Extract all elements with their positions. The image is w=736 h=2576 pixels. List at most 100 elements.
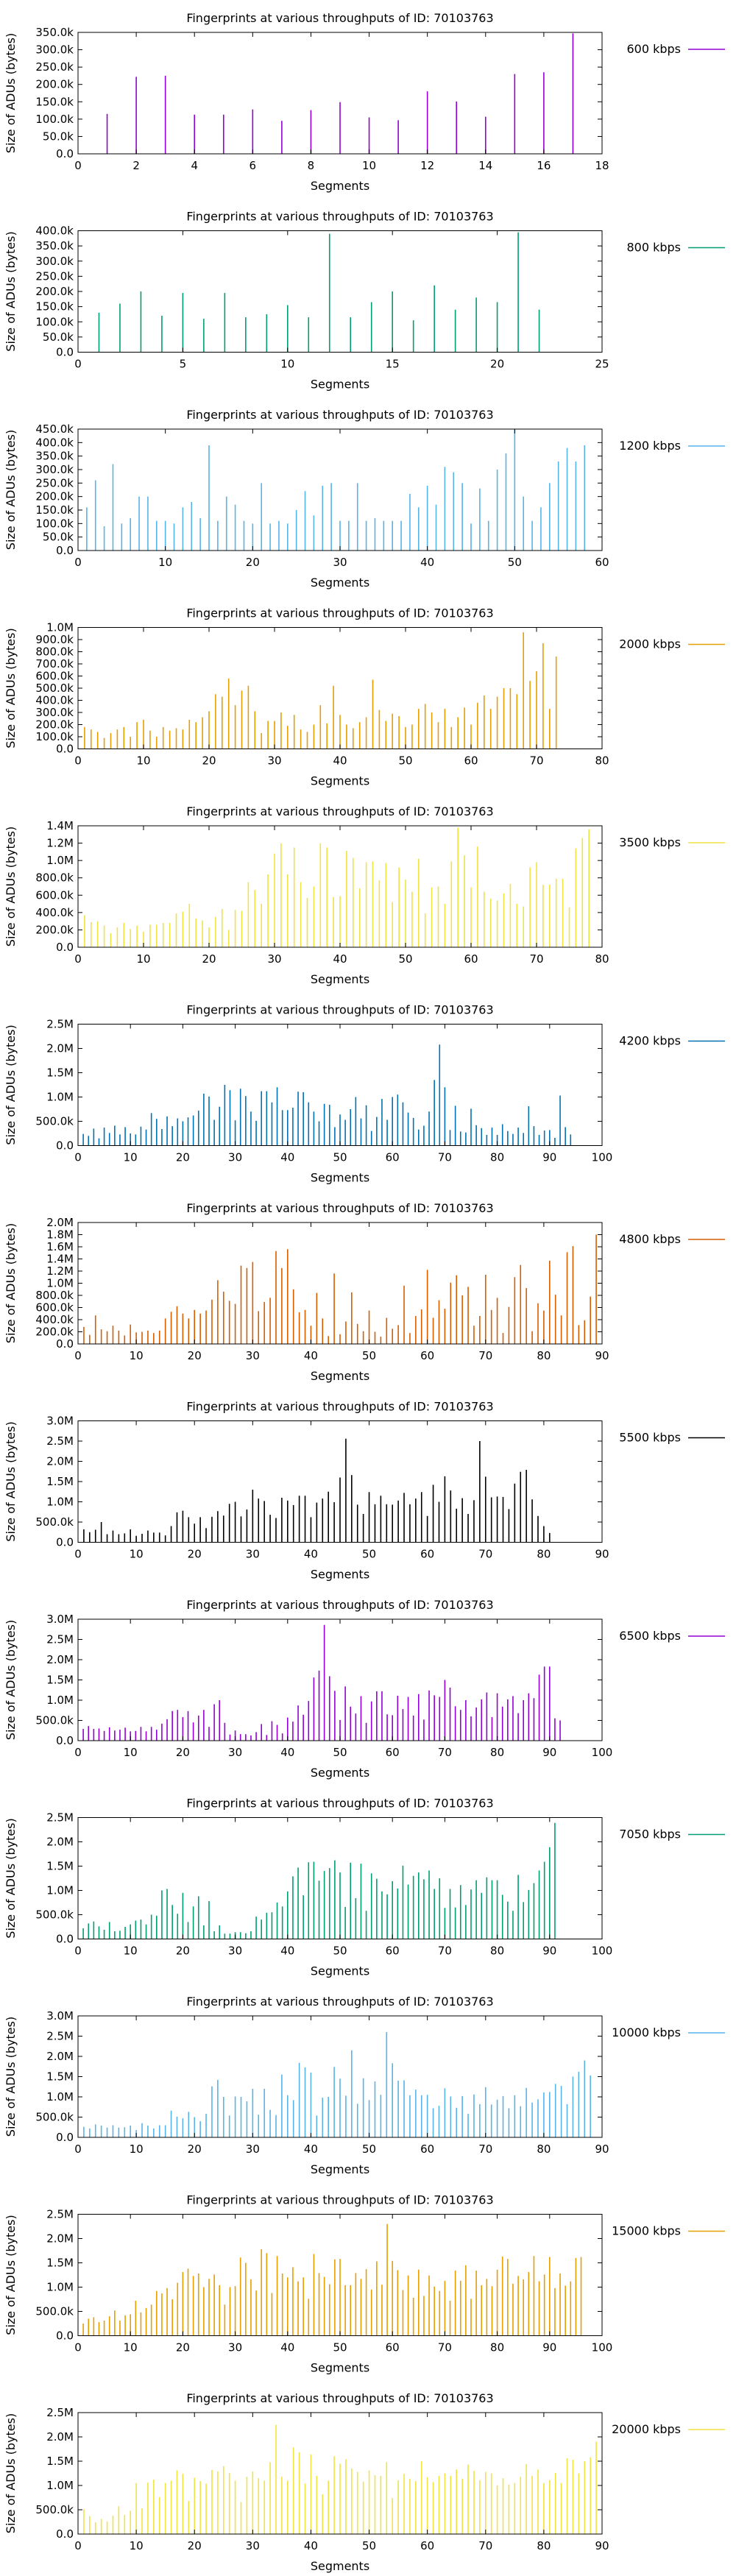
y-tick-label: 800.0k bbox=[35, 1289, 74, 1302]
chart-title: Fingerprints at various throughputs of I… bbox=[186, 606, 493, 620]
x-tick-label: 10 bbox=[136, 952, 150, 966]
chart-title: Fingerprints at various throughputs of I… bbox=[186, 408, 493, 422]
x-tick-label: 60 bbox=[420, 2539, 434, 2552]
y-tick-label: 1.0M bbox=[46, 2090, 74, 2103]
y-tick-label: 800.0k bbox=[35, 645, 74, 659]
x-tick-label: 70 bbox=[438, 2341, 452, 2354]
x-tick-label: 30 bbox=[267, 952, 281, 966]
x-tick-label: 14 bbox=[478, 159, 492, 172]
x-tick-label: 50 bbox=[508, 556, 522, 569]
x-tick-label: 80 bbox=[490, 1746, 504, 1759]
x-tick-label: 50 bbox=[333, 1151, 347, 1164]
x-tick-label: 50 bbox=[398, 952, 412, 966]
y-tick-label: 100.0k bbox=[35, 315, 74, 328]
y-tick-label: 400.0k bbox=[35, 436, 74, 449]
x-tick-label: 60 bbox=[464, 952, 478, 966]
x-tick-label: 10 bbox=[158, 556, 172, 569]
legend-label: 4800 kbps bbox=[619, 1232, 681, 1246]
y-tick-label: 1.0M bbox=[46, 621, 74, 634]
x-axis-label: Segments bbox=[311, 774, 369, 788]
x-tick-label: 40 bbox=[333, 952, 347, 966]
y-tick-label: 1.5M bbox=[46, 2455, 74, 2468]
x-tick-label: 0 bbox=[74, 754, 82, 768]
x-tick-label: 20 bbox=[176, 1151, 190, 1164]
y-tick-label: 3.0M bbox=[46, 1415, 74, 1428]
y-tick-label: 1.6M bbox=[46, 1240, 74, 1253]
x-tick-label: 40 bbox=[280, 2341, 294, 2354]
x-tick-label: 0 bbox=[74, 1945, 82, 1958]
chart-title: Fingerprints at various throughputs of I… bbox=[186, 804, 493, 818]
y-tick-label: 1.0M bbox=[46, 854, 74, 867]
x-tick-label: 10 bbox=[136, 754, 150, 768]
x-tick-label: 60 bbox=[595, 556, 609, 569]
y-tick-label: 150.0k bbox=[35, 300, 74, 314]
y-tick-label: 1.0M bbox=[46, 1277, 74, 1290]
x-tick-label: 100 bbox=[592, 1746, 613, 1759]
y-tick-label: 1.0M bbox=[46, 1496, 74, 1509]
y-tick-label: 250.0k bbox=[35, 269, 74, 283]
y-tick-label: 2.0M bbox=[46, 2232, 74, 2246]
y-tick-label: 2.5M bbox=[46, 2406, 74, 2419]
x-tick-label: 80 bbox=[537, 2539, 551, 2552]
x-tick-label: 60 bbox=[386, 2341, 400, 2354]
y-tick-label: 600.0k bbox=[35, 670, 74, 683]
chart-title: Fingerprints at various throughputs of I… bbox=[186, 1003, 493, 1017]
x-tick-label: 18 bbox=[595, 159, 609, 172]
x-tick-label: 0 bbox=[74, 952, 82, 966]
x-tick-label: 40 bbox=[420, 556, 434, 569]
y-tick-label: 0.0 bbox=[56, 147, 74, 160]
x-tick-label: 50 bbox=[333, 1945, 347, 1958]
x-axis-label: Segments bbox=[311, 378, 369, 392]
x-tick-label: 0 bbox=[74, 2142, 82, 2156]
y-tick-label: 500.0k bbox=[35, 682, 74, 695]
y-tick-label: 300.0k bbox=[35, 706, 74, 719]
legend-label: 2000 kbps bbox=[619, 637, 681, 651]
chart-title: Fingerprints at various throughputs of I… bbox=[186, 1797, 493, 1811]
x-tick-label: 60 bbox=[420, 1349, 434, 1362]
x-tick-label: 50 bbox=[362, 1548, 376, 1561]
x-tick-label: 0 bbox=[74, 358, 82, 371]
y-axis-label: Size of ADUs (bytes) bbox=[4, 2017, 18, 2137]
y-tick-label: 2.5M bbox=[46, 1633, 74, 1646]
legend-label: 800 kbps bbox=[626, 241, 681, 255]
x-tick-label: 30 bbox=[333, 556, 347, 569]
x-axis-label: Segments bbox=[311, 2361, 369, 2375]
y-tick-label: 1.0M bbox=[46, 2281, 74, 2294]
y-axis-label: Size of ADUs (bytes) bbox=[4, 430, 18, 550]
y-tick-label: 150.0k bbox=[35, 95, 74, 108]
x-tick-label: 30 bbox=[228, 2341, 242, 2354]
y-tick-label: 1.2M bbox=[46, 1264, 74, 1278]
legend-label: 600 kbps bbox=[626, 42, 681, 56]
y-tick-label: 2.0M bbox=[46, 2050, 74, 2063]
x-tick-label: 70 bbox=[438, 1151, 452, 1164]
x-tick-label: 50 bbox=[333, 1746, 347, 1759]
x-tick-label: 90 bbox=[542, 1746, 556, 1759]
y-tick-label: 2.5M bbox=[46, 1811, 74, 1825]
y-axis-label: Size of ADUs (bytes) bbox=[4, 231, 18, 351]
x-tick-label: 40 bbox=[280, 1945, 294, 1958]
x-axis-label: Segments bbox=[311, 1766, 369, 1780]
y-tick-label: 0.0 bbox=[56, 941, 74, 954]
y-tick-label: 2.0M bbox=[46, 1216, 74, 1229]
legend-label: 20000 kbps bbox=[612, 2422, 681, 2436]
x-tick-label: 30 bbox=[228, 1746, 242, 1759]
x-tick-label: 30 bbox=[228, 1151, 242, 1164]
x-tick-label: 0 bbox=[74, 159, 82, 172]
y-axis-label: Size of ADUs (bytes) bbox=[4, 33, 18, 153]
x-tick-label: 10 bbox=[130, 1349, 144, 1362]
y-tick-label: 3.0M bbox=[46, 1613, 74, 1626]
y-tick-label: 0.0 bbox=[56, 2329, 74, 2343]
x-tick-label: 30 bbox=[246, 1349, 260, 1362]
chart-title: Fingerprints at various throughputs of I… bbox=[186, 2193, 493, 2207]
y-tick-label: 0.0 bbox=[56, 346, 74, 359]
y-tick-label: 350.0k bbox=[35, 26, 74, 39]
y-tick-label: 800.0k bbox=[35, 871, 74, 885]
y-tick-label: 350.0k bbox=[35, 450, 74, 463]
y-tick-label: 0.0 bbox=[56, 1139, 74, 1153]
y-tick-label: 200.0k bbox=[35, 78, 74, 91]
y-tick-label: 1.0M bbox=[46, 1091, 74, 1104]
x-tick-label: 40 bbox=[304, 1349, 318, 1362]
y-tick-label: 1.5M bbox=[46, 1860, 74, 1873]
chart-title: Fingerprints at various throughputs of I… bbox=[186, 1598, 493, 1612]
y-tick-label: 500.0k bbox=[35, 1714, 74, 1727]
